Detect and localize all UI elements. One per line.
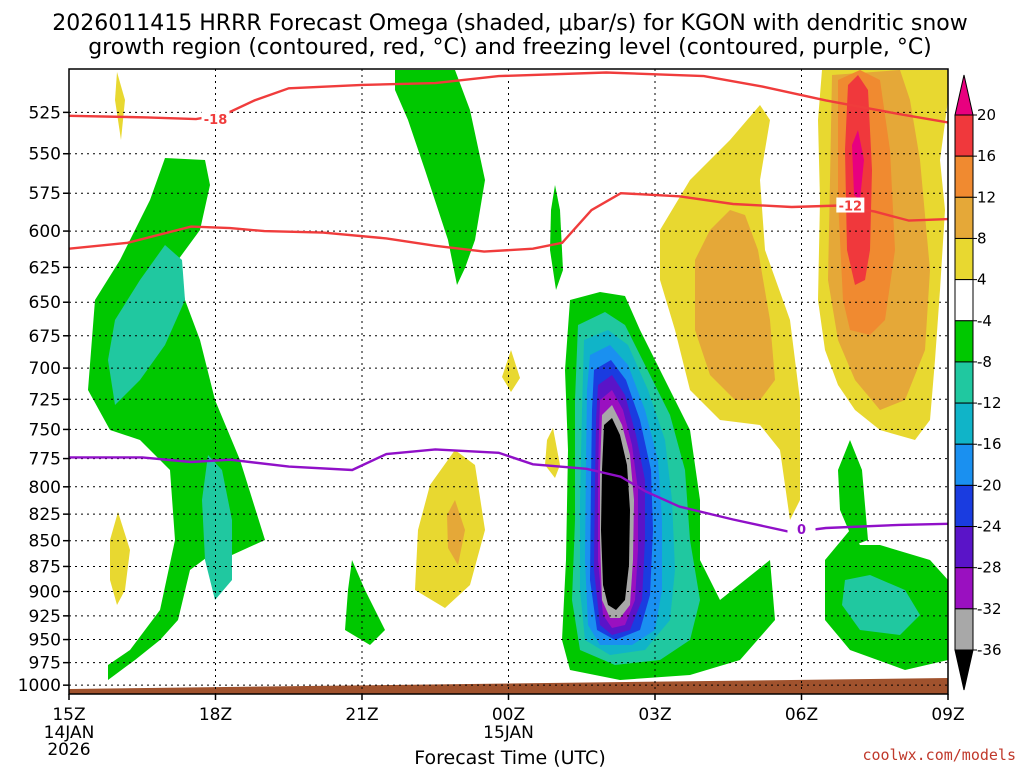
- colorbar-label: -4: [977, 312, 992, 330]
- contour-label-bg: [787, 521, 816, 537]
- colorbar-label: -36: [977, 641, 1002, 659]
- y-tick-label: 900: [29, 582, 61, 602]
- y-tick-label: 800: [29, 478, 61, 498]
- y-tick-label: 975: [29, 654, 61, 674]
- x-axis-label: Forecast Time (UTC): [414, 747, 605, 768]
- colorbar-swatch: [954, 155, 974, 198]
- colorbar-swatch: [954, 279, 974, 322]
- colorbar-label: -20: [977, 476, 1002, 494]
- contour-label-bg: [201, 111, 230, 127]
- colorbar-label: -12: [977, 394, 1002, 412]
- omega-region-upward-sliver: [550, 185, 563, 290]
- colorbar-label: -8: [977, 353, 992, 371]
- colorbar-swatch: [954, 526, 974, 569]
- terrain: [69, 678, 948, 694]
- omega-region-downward-dot: [502, 350, 520, 392]
- y-tick-label: 1000: [18, 676, 61, 696]
- omega-region-upward-small-right: [838, 440, 868, 545]
- omega-region-downward-center-core: [447, 500, 465, 565]
- colorbar-swatch: [954, 402, 974, 445]
- x-tick-date: 14JAN: [44, 723, 95, 743]
- omega-region-upward-small: [345, 560, 385, 645]
- y-tick-label: 675: [29, 327, 61, 347]
- omega-region-downward-dot2: [545, 428, 560, 478]
- y-tick-label: 700: [29, 359, 61, 379]
- colorbar: 20 16 12 8 4 -4 -8 -12 -16 -20 -24 -28 -32 -36: [954, 74, 1002, 691]
- omega-region-downward-left-top: [115, 72, 125, 140]
- colorbar-swatch: [954, 237, 974, 281]
- y-axis: 525 550 575 600 625 650 675 700 725 750 775 800 825 8…: [18, 103, 69, 696]
- colorbar-swatch: [954, 361, 974, 404]
- colorbar-swatch: [954, 114, 974, 157]
- y-tick-label: 925: [29, 607, 61, 627]
- y-tick-label: 850: [29, 532, 61, 552]
- omega-region-upward-moderate-left-low: [202, 455, 232, 600]
- contour-label: 0: [797, 523, 806, 538]
- contours: -18 -12 0: [69, 71, 948, 538]
- colorbar-swatch: [954, 320, 974, 363]
- contour-dendritic-bottom: [69, 191, 948, 253]
- colorbar-swatch: [954, 484, 974, 528]
- x-tick-label: 18Z: [199, 705, 232, 725]
- colorbar-label: 12: [977, 188, 996, 206]
- y-tick-label: 575: [29, 184, 61, 204]
- x-tick-label: 21Z: [345, 705, 378, 725]
- y-tick-label: 825: [29, 505, 61, 525]
- chart-title-line1: 2026011415 HRRR Forecast Omega (shaded, …: [52, 11, 967, 36]
- colorbar-label: -32: [977, 600, 1002, 618]
- colorbar-swatch: [954, 196, 974, 239]
- x-tick-label: 15Z: [52, 705, 85, 725]
- contour-label: -12: [839, 200, 863, 215]
- y-tick-label: 950: [29, 631, 61, 651]
- x-tick-label: 03Z: [638, 705, 671, 725]
- omega-region-upward-top: [395, 70, 485, 285]
- y-tick-label: 625: [29, 258, 61, 278]
- colorbar-swatch: [954, 443, 974, 486]
- y-tick-label: 875: [29, 557, 61, 577]
- omega-region-upward-weak-left: [88, 158, 265, 680]
- colorbar-label: -16: [977, 435, 1002, 453]
- y-tick-label: 600: [29, 222, 61, 242]
- colorbar-top-arrow: [954, 74, 974, 116]
- omega-region-downward-left-low: [110, 512, 130, 605]
- omega-shading: [88, 70, 948, 680]
- y-tick-label: 775: [29, 450, 61, 470]
- colorbar-label: -24: [977, 518, 1002, 536]
- x-tick-date: 15JAN: [483, 723, 534, 743]
- colorbar-bottom-arrow: [954, 649, 974, 691]
- x-tick-label: 06Z: [785, 705, 818, 725]
- y-tick-label: 750: [29, 420, 61, 440]
- x-tick-label: 00Z: [492, 705, 525, 725]
- colorbar-swatch: [954, 567, 974, 610]
- credit-text[interactable]: coolwx.com/models: [862, 746, 1016, 764]
- omega-region-downward-right-core: [695, 210, 775, 400]
- contour-label-bg: [836, 197, 865, 213]
- contour-label: -18: [204, 113, 228, 128]
- colorbar-label: 16: [977, 147, 996, 165]
- colorbar-swatch: [954, 608, 974, 651]
- omega-region-upward-moderate-left: [108, 245, 185, 405]
- colorbar-label: 4: [977, 271, 987, 289]
- contour-dendritic-top: [69, 71, 948, 124]
- omega-region-upward-bottom-right-core: [842, 575, 920, 635]
- terrain-fill: [69, 678, 948, 694]
- colorbar-label: -28: [977, 559, 1002, 577]
- omega-region-downward-far-right-max: [852, 130, 864, 200]
- x-tick-label: 09Z: [931, 705, 964, 725]
- colorbar-label: 20: [977, 106, 996, 124]
- gridlines: [69, 69, 948, 694]
- y-tick-label: 725: [29, 390, 61, 410]
- colorbar-label: 8: [977, 229, 987, 247]
- chart-title-line2: growth region (contoured, red, °C) and f…: [88, 35, 932, 60]
- y-tick-label: 650: [29, 293, 61, 313]
- y-tick-label: 550: [29, 145, 61, 165]
- x-tick-year: 2026: [47, 740, 90, 760]
- y-tick-label: 525: [29, 103, 61, 123]
